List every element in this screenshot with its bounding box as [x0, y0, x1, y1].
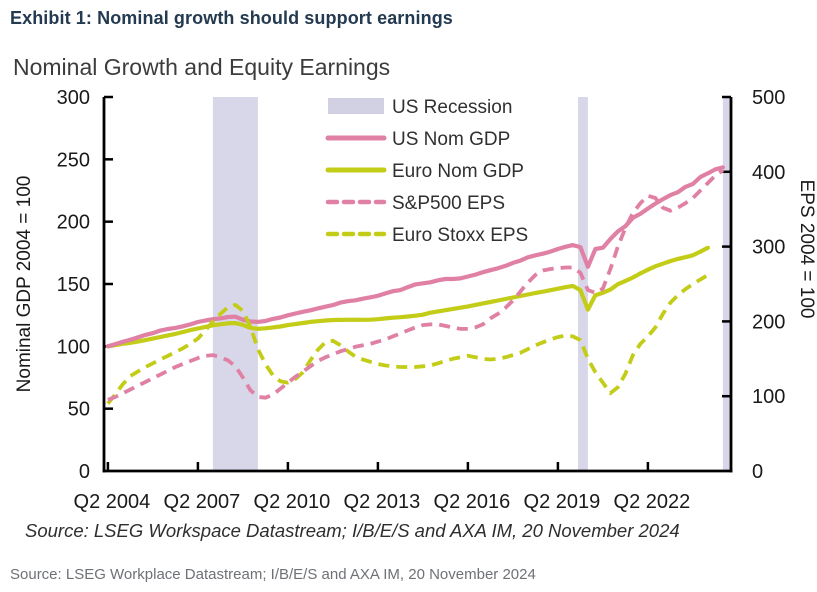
recession-band: [722, 97, 731, 471]
chart-source-note: Source: LSEG Workspace Datastream; I/B/E…: [25, 520, 680, 541]
left-axis-tick-label: 200: [57, 212, 90, 234]
recession-band: [578, 97, 588, 471]
legend-item-euro-stoxx-eps: Euro Stoxx EPS: [325, 225, 528, 246]
right-axis-title: EPS 2004 = 100: [796, 180, 817, 319]
left-axis-tick-label: 50: [68, 399, 90, 421]
x-axis-tick-label: Q2 2016: [434, 491, 511, 513]
left-axis-tick-label: 150: [57, 274, 90, 296]
x-axis-tick-label: Q2 2007: [164, 491, 241, 513]
legend-item-euro-nom-gdp: Euro Nom GDP: [325, 161, 524, 182]
footer-source: Source: LSEG Workplace Datastream; I/B/E…: [10, 566, 536, 583]
recession-bands: [212, 97, 731, 471]
x-axis-tick-label: Q2 2013: [344, 491, 421, 513]
series-line-s-p500-eps: [107, 168, 724, 402]
x-axis-tick-label: Q2 2019: [524, 491, 601, 513]
series-line-us-nom-gdp: [105, 165, 726, 349]
right-axis-tick-label: 500: [752, 87, 785, 109]
x-axis-tick-label: Q2 2004: [74, 491, 151, 513]
left-axis-title: Nominal GDP 2004 = 100: [14, 176, 35, 393]
legend-item-sp500-eps: S&P500 EPS: [325, 193, 505, 214]
exhibit-title: Exhibit 1: Nominal growth should support…: [10, 8, 453, 28]
series-lines: [105, 165, 726, 405]
x-axis-tick-label: Q2 2022: [614, 491, 691, 513]
recession-band: [212, 97, 258, 471]
legend-item-us-recession: US Recession: [328, 97, 512, 118]
legend-label-euro-stoxx-eps: Euro Stoxx EPS: [392, 225, 528, 246]
right-axis-tick-label: 0: [752, 461, 763, 483]
legend-label-euro-nom-gdp: Euro Nom GDP: [392, 161, 524, 182]
left-axis-tick-label: 300: [57, 87, 90, 109]
chart-title: Nominal Growth and Equity Earnings: [13, 54, 391, 80]
left-axis-tick-label: 250: [57, 149, 90, 171]
legend-label-us-nom-gdp: US Nom GDP: [392, 129, 510, 150]
legend-item-us-nom-gdp: US Nom GDP: [325, 129, 510, 150]
x-axis-tick-label: Q2 2010: [254, 491, 331, 513]
legend-label-sp500-eps: S&P500 EPS: [392, 193, 505, 214]
left-axis-tick-label: 100: [57, 336, 90, 358]
axes: 0 50 100 150 200 250 300 0 100 200 300 400 500 Q2 200…: [57, 87, 786, 513]
chart-canvas: 0 50 100 150 200 250 300 0 100 200 300 400 500 Q2 200…: [14, 87, 817, 541]
legend-label-us-recession: US Recession: [392, 97, 512, 118]
legend: US Recession US Nom GDP Euro Nom GDP S&P…: [325, 97, 528, 246]
right-axis-tick-label: 100: [752, 386, 785, 408]
right-axis-tick-label: 400: [752, 162, 785, 184]
right-axis-tick-label: 300: [752, 237, 785, 259]
right-axis-tick-label: 200: [752, 311, 785, 333]
series-line-euro-stoxx-eps: [106, 273, 709, 405]
us-recession-swatch: [328, 98, 384, 114]
left-axis-tick-label: 0: [79, 461, 90, 483]
